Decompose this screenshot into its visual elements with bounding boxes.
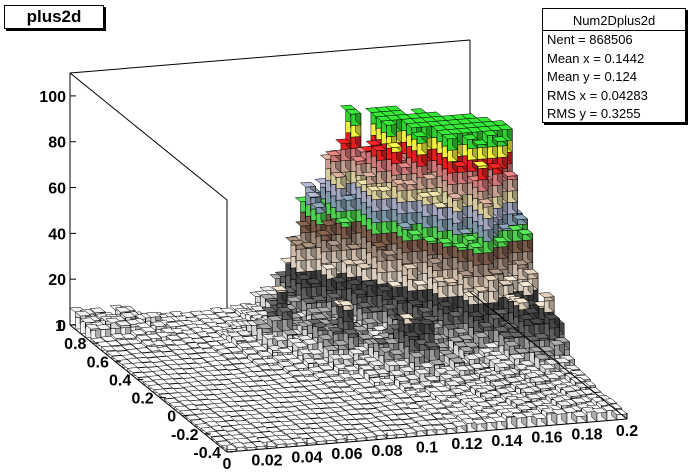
stats-name: Num2Dplus2d bbox=[543, 9, 685, 31]
x-tick-label: 0.16 bbox=[531, 430, 562, 447]
y-tick-label: -0.4 bbox=[193, 445, 221, 462]
x-tick-label: 0.14 bbox=[491, 433, 522, 450]
plot-title: plus2d bbox=[4, 5, 104, 29]
frame-back-top bbox=[69, 39, 471, 74]
y-tick-label: 0.6 bbox=[87, 354, 109, 371]
y-tick-label: 0.2 bbox=[131, 391, 153, 408]
stats-rms-x: RMS x = 0.04283 bbox=[547, 87, 648, 103]
x-tick-label: 0.18 bbox=[571, 426, 602, 443]
stats-box: Num2Dplus2d Nent = 868506 Mean x = 0.144… bbox=[542, 8, 686, 123]
x-tick-label: 0.06 bbox=[331, 446, 362, 463]
lego-bars bbox=[69, 104, 628, 453]
x-tick-label: 0.1 bbox=[416, 440, 438, 457]
x-tick-label: 0 bbox=[223, 456, 232, 472]
z-tick-label: 40 bbox=[48, 226, 66, 243]
y-tick-label: 0 bbox=[167, 409, 176, 426]
z-tick-label: 100 bbox=[39, 89, 66, 106]
stats-rms-y: RMS y = 0.3255 bbox=[547, 106, 641, 121]
frame-left-top bbox=[69, 72, 228, 201]
x-tick-label: 0.08 bbox=[371, 443, 402, 460]
stats-mean-x: Mean x = 0.1442 bbox=[547, 50, 645, 66]
x-tick-label: 0.2 bbox=[616, 423, 638, 440]
y-tick-label: 0.4 bbox=[109, 372, 131, 389]
x-tick-label: 0.12 bbox=[451, 436, 482, 453]
stats-nent: Nent = 868506 bbox=[547, 32, 633, 47]
z-tick-label: 60 bbox=[48, 181, 66, 198]
z-tick-label: 0 bbox=[57, 318, 66, 335]
x-tick-label: 0.02 bbox=[251, 453, 282, 470]
stats-mean-y: Mean y = 0.124 bbox=[547, 69, 637, 84]
z-tick-label: 80 bbox=[48, 135, 66, 152]
x-tick-label: 0.04 bbox=[291, 449, 322, 466]
z-tick-label: 20 bbox=[48, 272, 66, 289]
y-tick-label: 0.8 bbox=[64, 336, 86, 353]
y-tick-label: -0.2 bbox=[171, 427, 199, 444]
